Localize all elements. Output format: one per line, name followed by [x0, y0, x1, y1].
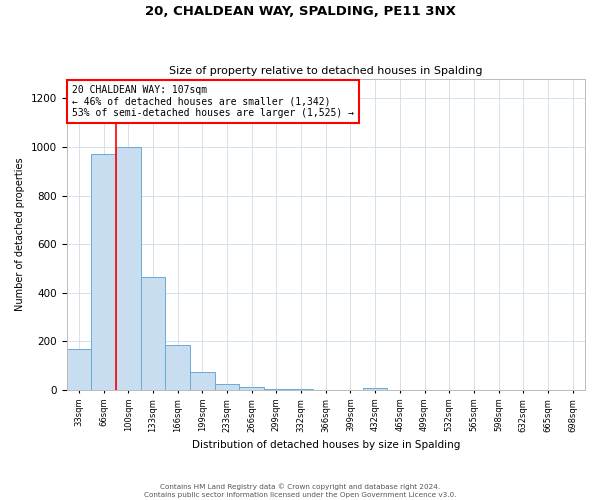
Bar [239, 387, 264, 390]
Bar [67, 348, 91, 390]
Bar [140, 277, 165, 390]
Bar [264, 389, 289, 390]
Bar [215, 384, 239, 390]
Text: 20 CHALDEAN WAY: 107sqm
← 46% of detached houses are smaller (1,342)
53% of semi: 20 CHALDEAN WAY: 107sqm ← 46% of detache… [72, 86, 354, 118]
Bar [116, 147, 140, 390]
Text: 20, CHALDEAN WAY, SPALDING, PE11 3NX: 20, CHALDEAN WAY, SPALDING, PE11 3NX [145, 5, 455, 18]
Y-axis label: Number of detached properties: Number of detached properties [15, 158, 25, 312]
Bar [91, 154, 116, 390]
Bar [363, 388, 388, 390]
Bar [165, 345, 190, 390]
Bar [190, 372, 215, 390]
Text: Contains HM Land Registry data © Crown copyright and database right 2024.
Contai: Contains HM Land Registry data © Crown c… [144, 484, 456, 498]
Title: Size of property relative to detached houses in Spalding: Size of property relative to detached ho… [169, 66, 482, 76]
X-axis label: Distribution of detached houses by size in Spalding: Distribution of detached houses by size … [191, 440, 460, 450]
